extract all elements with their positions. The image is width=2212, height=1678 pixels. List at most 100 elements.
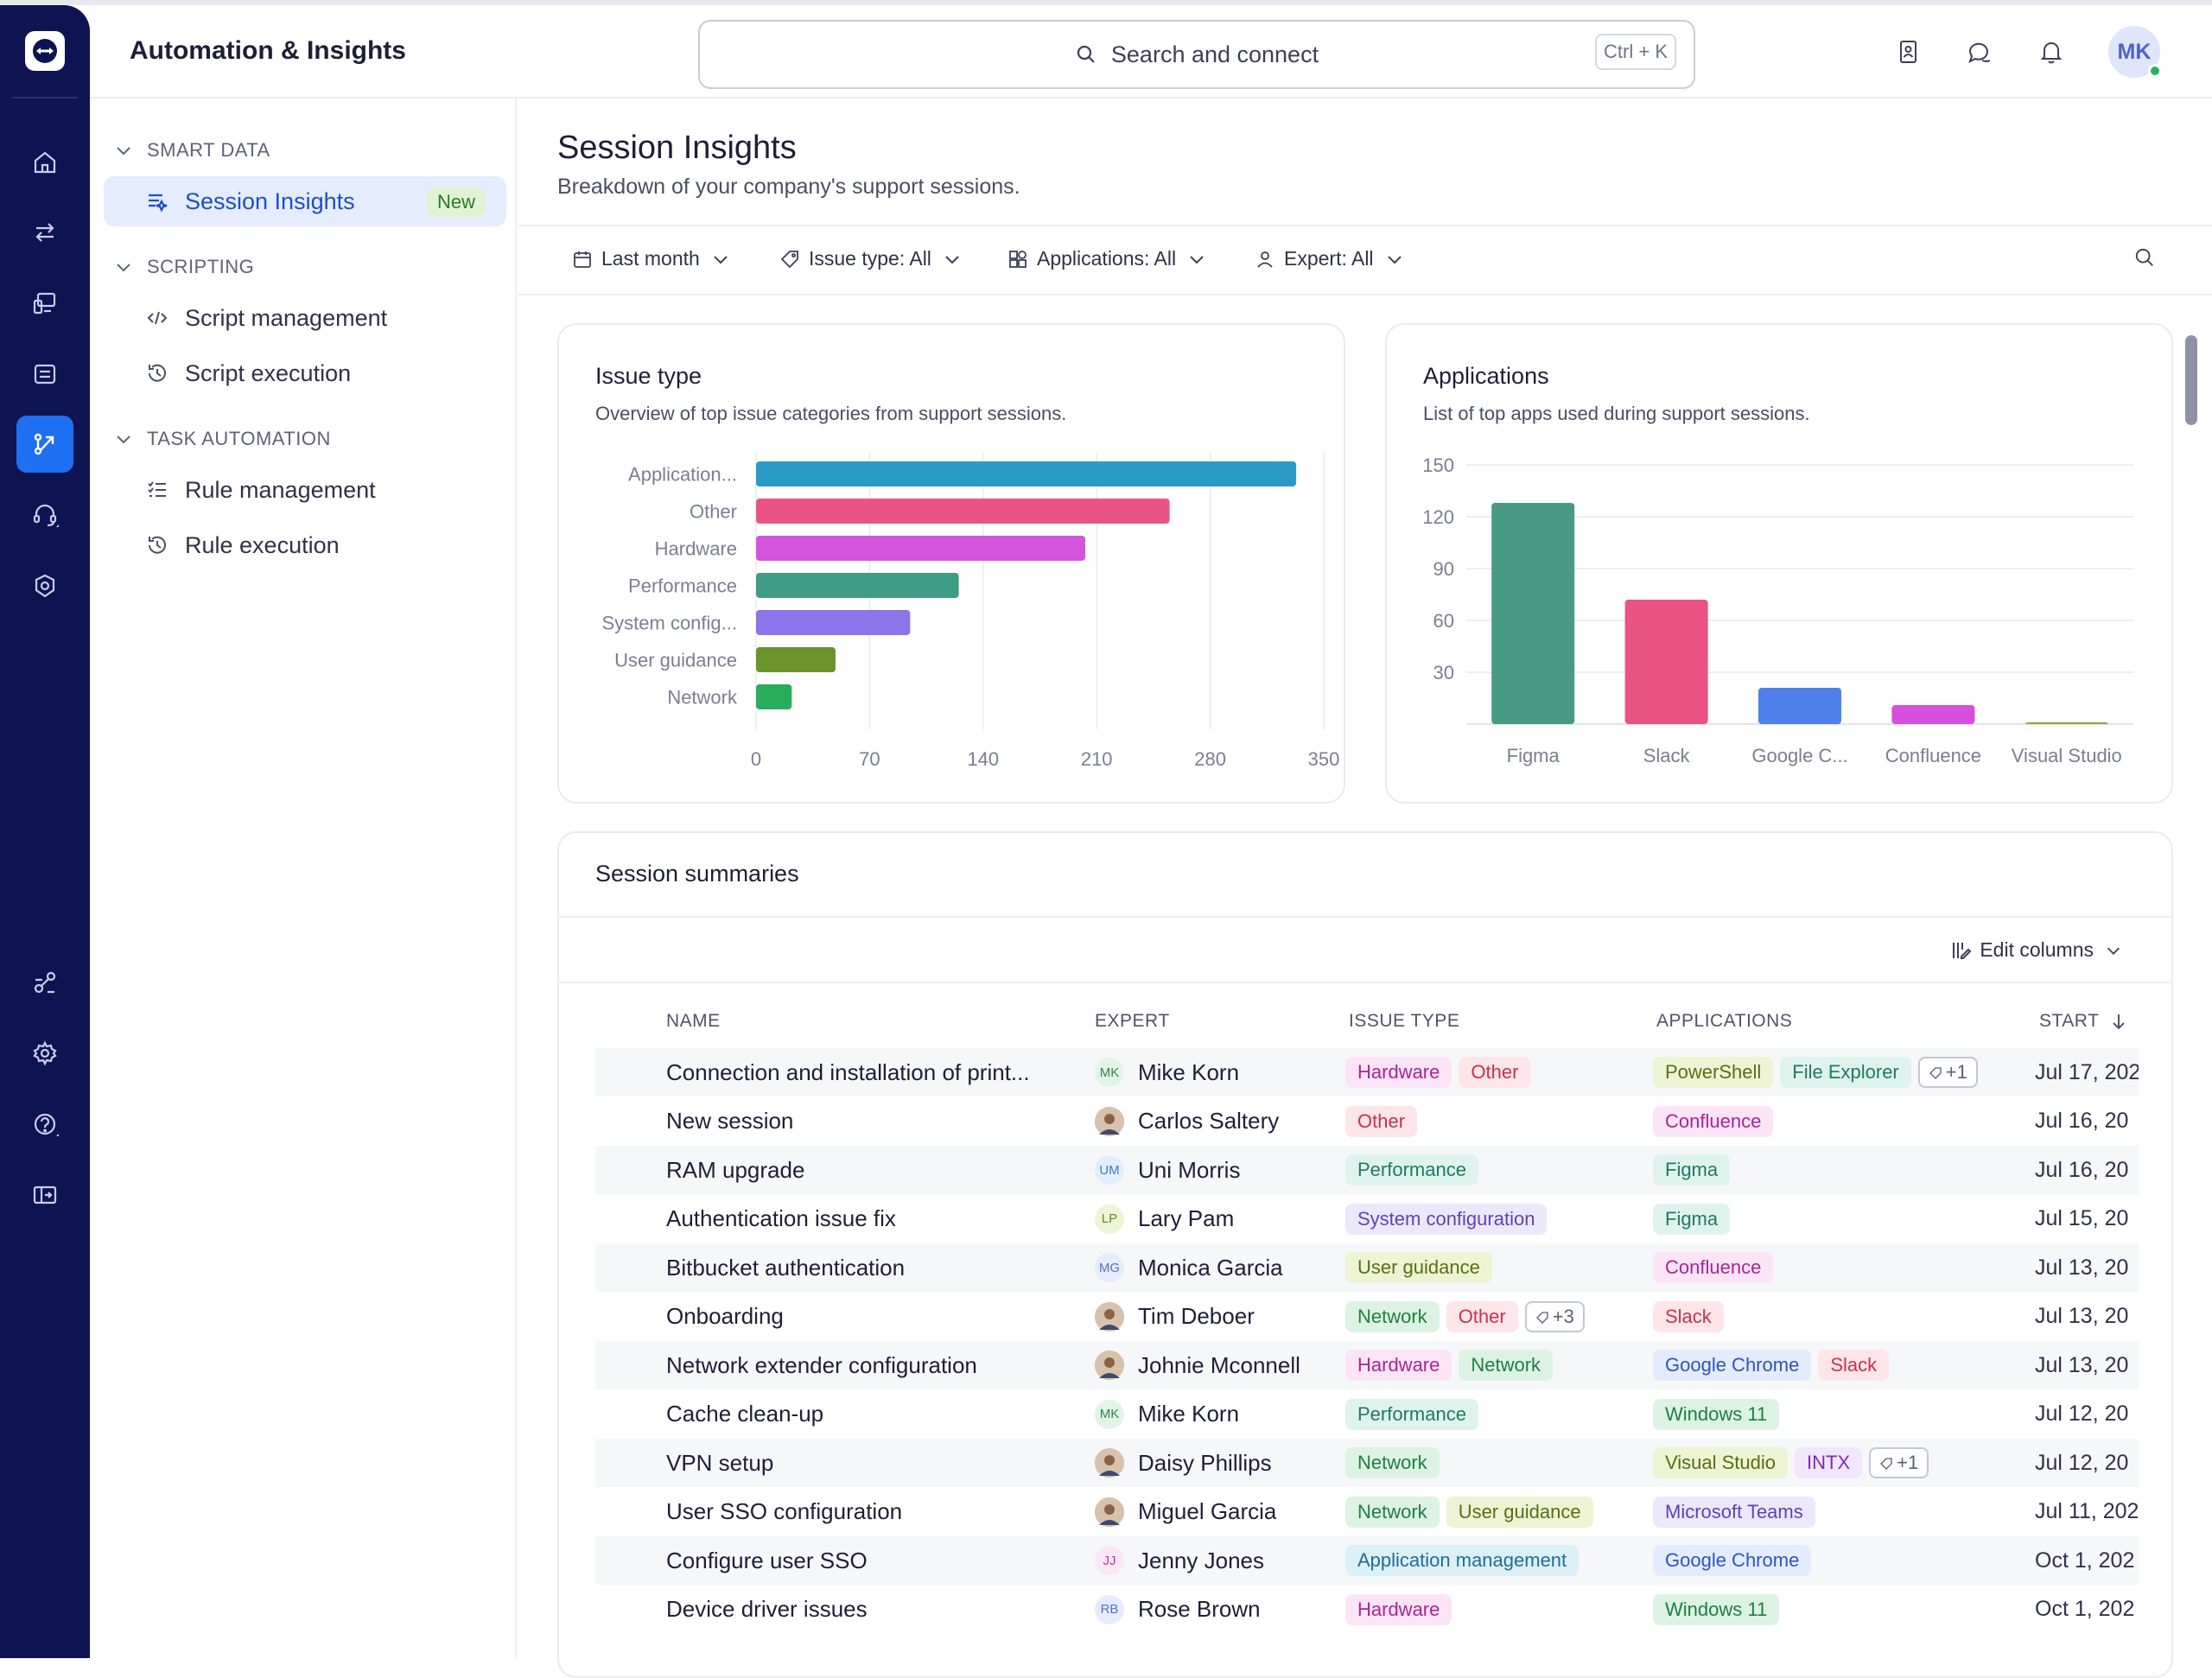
collapse-panel-icon[interactable] (16, 1166, 73, 1224)
sidebar-item-script-execution[interactable]: Script execution (104, 348, 506, 398)
tag[interactable]: Visual Studio (1653, 1447, 1789, 1478)
filter-applications[interactable]: Applications: All (1007, 247, 1207, 270)
table-row[interactable]: Onboarding Tim Deboer Network Other +3 Slack J… (595, 1293, 2139, 1341)
more-tags-chip[interactable]: +3 (1524, 1300, 1585, 1332)
sidebar-section-smart-data[interactable]: SMART DATA (114, 139, 270, 162)
session-name[interactable]: User SSO configuration (666, 1498, 903, 1524)
table-row[interactable]: Bitbucket authentication MG Monica Garcia U… (595, 1243, 2139, 1292)
search-input[interactable]: Search and connect Ctrl + K (698, 20, 1695, 89)
sidebar-section-scripting[interactable]: SCRIPTING (114, 256, 254, 278)
more-tags-chip[interactable]: +1 (1917, 1057, 1978, 1088)
contacts-book-icon[interactable] (1889, 33, 1927, 71)
tag[interactable]: Confluence (1653, 1105, 1774, 1137)
tag[interactable]: User guidance (1446, 1496, 1593, 1528)
scrollbar-thumb[interactable] (2185, 335, 2197, 425)
sidebar-item-rule-management[interactable]: Rule management (104, 465, 506, 515)
remote-devices-icon[interactable] (16, 275, 73, 332)
session-name-cell: User SSO configuration (666, 1488, 1081, 1536)
tag[interactable]: File Explorer (1780, 1057, 1911, 1088)
sidebar-item-session-insights[interactable]: Session Insights New (104, 176, 506, 226)
sidebar-item-script-management[interactable]: Script management (104, 293, 506, 343)
tag[interactable]: Slack (1818, 1350, 1890, 1381)
tag[interactable]: Performance (1345, 1154, 1478, 1185)
settings-gear-icon[interactable] (16, 1025, 73, 1082)
tag[interactable]: Hardware (1345, 1593, 1452, 1625)
sidebar-item-rule-execution[interactable]: Rule execution (104, 520, 506, 570)
transfer-arrows-icon[interactable] (16, 204, 73, 261)
tag[interactable]: Windows 11 (1653, 1398, 1780, 1430)
session-name[interactable]: Configure user SSO (666, 1547, 868, 1573)
security-shield-icon[interactable] (16, 557, 73, 614)
expert-name: Daisy Phillips (1138, 1449, 1272, 1476)
notification-bell-icon[interactable] (2032, 33, 2070, 71)
session-name[interactable]: New session (666, 1108, 794, 1134)
session-name[interactable]: Network extender configuration (666, 1351, 977, 1378)
session-name[interactable]: Connection and installation of print... (666, 1058, 1030, 1085)
column-header-start[interactable]: START (2039, 1011, 2128, 1032)
filter-expert[interactable]: Expert: All (1255, 247, 1405, 270)
tag[interactable]: Other (1446, 1300, 1518, 1332)
tag[interactable]: Confluence (1653, 1252, 1774, 1283)
help-icon[interactable] (16, 1096, 73, 1153)
table-row[interactable]: Device driver issues RB Rose Brown Hardware… (595, 1586, 2139, 1634)
tag[interactable]: Figma (1653, 1203, 1731, 1235)
more-tags-chip[interactable]: +1 (1869, 1447, 1929, 1478)
tag[interactable]: INTX (1795, 1447, 1863, 1478)
table-row[interactable]: Network extender configuration Johnie Mco… (595, 1341, 2139, 1389)
table-row[interactable]: RAM upgrade UM Uni Morris Performance Figma J… (595, 1146, 2139, 1194)
session-name[interactable]: VPN setup (666, 1449, 774, 1476)
tag[interactable]: Figma (1653, 1154, 1731, 1185)
filter-issue-type[interactable]: Issue type: All (779, 247, 963, 270)
filter-date-range[interactable]: Last month (572, 247, 731, 270)
session-name[interactable]: Onboarding (666, 1303, 784, 1329)
tag[interactable]: Google Chrome (1653, 1545, 1812, 1576)
tag[interactable]: Google Chrome (1653, 1350, 1812, 1381)
session-name[interactable]: Device driver issues (666, 1596, 868, 1622)
table-row[interactable]: VPN setup Daisy Phillips Network Visual Stu… (595, 1439, 2139, 1487)
column-header-issue-type[interactable]: ISSUE TYPE (1349, 1011, 1460, 1031)
tag[interactable]: Windows 11 (1653, 1593, 1780, 1625)
tag[interactable]: Performance (1345, 1398, 1478, 1430)
tag[interactable]: Application management (1345, 1545, 1580, 1576)
support-headset-icon[interactable] (16, 486, 73, 543)
table-row[interactable]: New session Carlos Saltery Other Confluence… (595, 1097, 2139, 1146)
chat-icon[interactable] (1961, 33, 1999, 71)
automation-icon[interactable] (16, 416, 73, 473)
table-row[interactable]: User SSO configuration Miguel Garcia Netwo… (595, 1488, 2139, 1536)
tag[interactable]: Network (1345, 1300, 1440, 1332)
table-row[interactable]: Authentication issue fix LP Lary Pam System… (595, 1195, 2139, 1243)
tag[interactable]: Microsoft Teams (1653, 1496, 1815, 1528)
column-header-expert[interactable]: EXPERT (1095, 1011, 1170, 1031)
edit-columns-button[interactable]: Edit columns (1950, 938, 2123, 962)
tag[interactable]: Hardware (1345, 1350, 1452, 1381)
teamviewer-logo-icon[interactable] (25, 31, 65, 71)
table-row[interactable]: Cache clean-up MK Mike Korn Performance Wind… (595, 1390, 2139, 1439)
applications-cell: Visual Studio INTX +1 (1653, 1439, 2033, 1487)
tag[interactable]: System configuration (1345, 1203, 1548, 1235)
tag[interactable]: PowerShell (1653, 1057, 1774, 1088)
sessions-icon[interactable] (16, 346, 73, 403)
column-header-applications[interactable]: APPLICATIONS (1656, 1011, 1793, 1031)
home-icon[interactable] (16, 134, 73, 191)
tag[interactable]: Other (1459, 1057, 1531, 1088)
user-avatar[interactable]: MK (2108, 26, 2162, 78)
tag[interactable]: Hardware (1345, 1057, 1452, 1088)
session-name[interactable]: RAM upgrade (666, 1156, 805, 1183)
session-name[interactable]: Authentication issue fix (666, 1205, 896, 1231)
filter-search-button[interactable] (2134, 247, 2155, 268)
tag[interactable]: Other (1345, 1105, 1418, 1137)
column-header-name[interactable]: NAME (666, 1011, 721, 1031)
tag[interactable]: Network (1459, 1350, 1554, 1381)
tag[interactable]: Network (1345, 1447, 1440, 1478)
session-name[interactable]: Cache clean-up (666, 1401, 824, 1427)
session-name[interactable]: Bitbucket authentication (666, 1254, 906, 1281)
sidebar-section-task-automation[interactable]: TASK AUTOMATION (114, 428, 331, 450)
tag[interactable]: User guidance (1345, 1252, 1492, 1283)
tag[interactable]: Network (1345, 1496, 1440, 1528)
tag[interactable]: Slack (1653, 1300, 1724, 1332)
table-row[interactable]: Configure user SSO JJ Jenny Jones Applicati… (595, 1536, 2139, 1585)
card-title: Applications (1423, 363, 1549, 389)
expert-photo-icon (1095, 1497, 1124, 1527)
integrations-icon[interactable] (16, 954, 73, 1011)
table-row[interactable]: Connection and installation of print... M… (595, 1048, 2139, 1096)
